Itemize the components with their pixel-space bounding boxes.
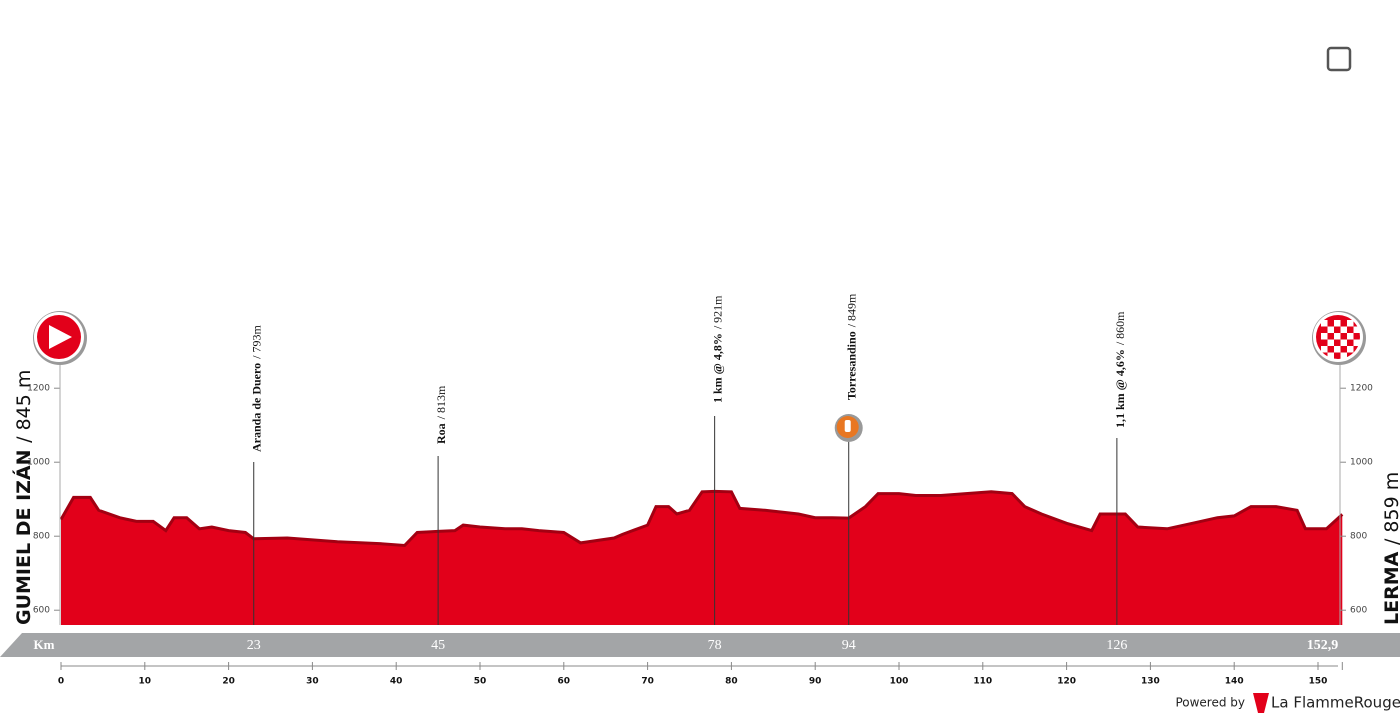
total-distance: 152,9 xyxy=(1307,638,1339,653)
x-tick-label: 130 xyxy=(1141,677,1160,687)
y-tick-label-right: 800 xyxy=(1350,532,1367,542)
distance-unit: Km xyxy=(34,637,55,652)
y-tick-label-right: 1200 xyxy=(1350,384,1373,394)
powered-by: Powered by xyxy=(1175,696,1245,710)
waypoint-label: 1 km @ 4,8% / 921m xyxy=(710,295,724,403)
waypoint-elevation: / 860m xyxy=(1113,311,1127,345)
x-tick-label: 140 xyxy=(1225,677,1244,687)
waypoint-km: 23 xyxy=(247,638,261,653)
y-tick-label: 800 xyxy=(33,532,50,542)
profile-edge xyxy=(59,489,1344,548)
waypoint-name: 1 km @ 4,8% xyxy=(710,333,724,403)
y-tick-label-right: 600 xyxy=(1350,606,1367,616)
waypoint-km: 126 xyxy=(1106,638,1127,653)
finish-label: LERMA / 859 m xyxy=(1381,472,1400,625)
y-tick-label: 1000 xyxy=(27,458,50,468)
waypoint-elevation: / 849m xyxy=(844,293,858,327)
x-tick-label: 70 xyxy=(641,677,654,687)
start-name: GUMIEL DE IZÁN xyxy=(12,449,35,625)
x-tick-label: 80 xyxy=(725,677,738,687)
finish-icon xyxy=(1312,311,1366,365)
start-icon xyxy=(33,311,87,365)
waypoint-elevation: / 921m xyxy=(710,295,724,329)
waypoint-label: Aranda de Duero / 793m xyxy=(249,325,263,452)
x-tick-label: 20 xyxy=(222,677,235,687)
x-tick-label: 120 xyxy=(1057,677,1076,687)
x-tick-label: 0 xyxy=(58,677,64,687)
profile-area xyxy=(61,491,1343,625)
waypoint-name: Aranda de Duero xyxy=(249,363,263,452)
waypoint-km: 94 xyxy=(842,638,856,653)
x-tick-label: 100 xyxy=(890,677,909,687)
waypoint-km: 78 xyxy=(708,638,722,653)
waypoint-name: 1,1 km @ 4,6% xyxy=(1113,349,1127,428)
distance-bar xyxy=(0,633,1400,657)
waypoint-km: 45 xyxy=(431,638,445,653)
x-tick-label: 10 xyxy=(139,677,152,687)
brand-logo xyxy=(1253,693,1269,713)
x-tick-label: 60 xyxy=(558,677,571,687)
y-tick-label: 1200 xyxy=(27,384,50,394)
sprint-icon-glyph xyxy=(844,420,851,432)
x-tick-label: 50 xyxy=(474,677,487,687)
waypoint-label: Roa / 813m xyxy=(434,385,448,444)
y-tick-label-right: 1000 xyxy=(1350,458,1373,468)
finish-name: LERMA xyxy=(1381,551,1400,625)
waypoint-elevation: / 793m xyxy=(249,325,263,359)
waypoint-elevation: / 813m xyxy=(434,385,448,419)
x-tick-label: 110 xyxy=(973,677,992,687)
x-tick-label: 90 xyxy=(809,677,822,687)
waypoint-name: Roa xyxy=(434,423,448,444)
start-elevation: / 845 m xyxy=(13,370,35,443)
waypoint-label: 1,1 km @ 4,6% / 860m xyxy=(1113,311,1127,428)
start-label: GUMIEL DE IZÁN / 845 m xyxy=(12,370,35,625)
waypoint-label: Torresandino / 849m xyxy=(844,293,858,400)
x-tick-label: 30 xyxy=(306,677,319,687)
brand-name: La FlammeRouge xyxy=(1271,694,1400,712)
waypoint-name: Torresandino xyxy=(844,331,858,400)
checkbox-icon[interactable] xyxy=(1326,46,1352,72)
x-tick-label: 150 xyxy=(1309,677,1328,687)
y-tick-label: 600 xyxy=(33,606,50,616)
x-tick-label: 40 xyxy=(390,677,403,687)
finish-elevation: / 859 m xyxy=(1381,472,1400,545)
